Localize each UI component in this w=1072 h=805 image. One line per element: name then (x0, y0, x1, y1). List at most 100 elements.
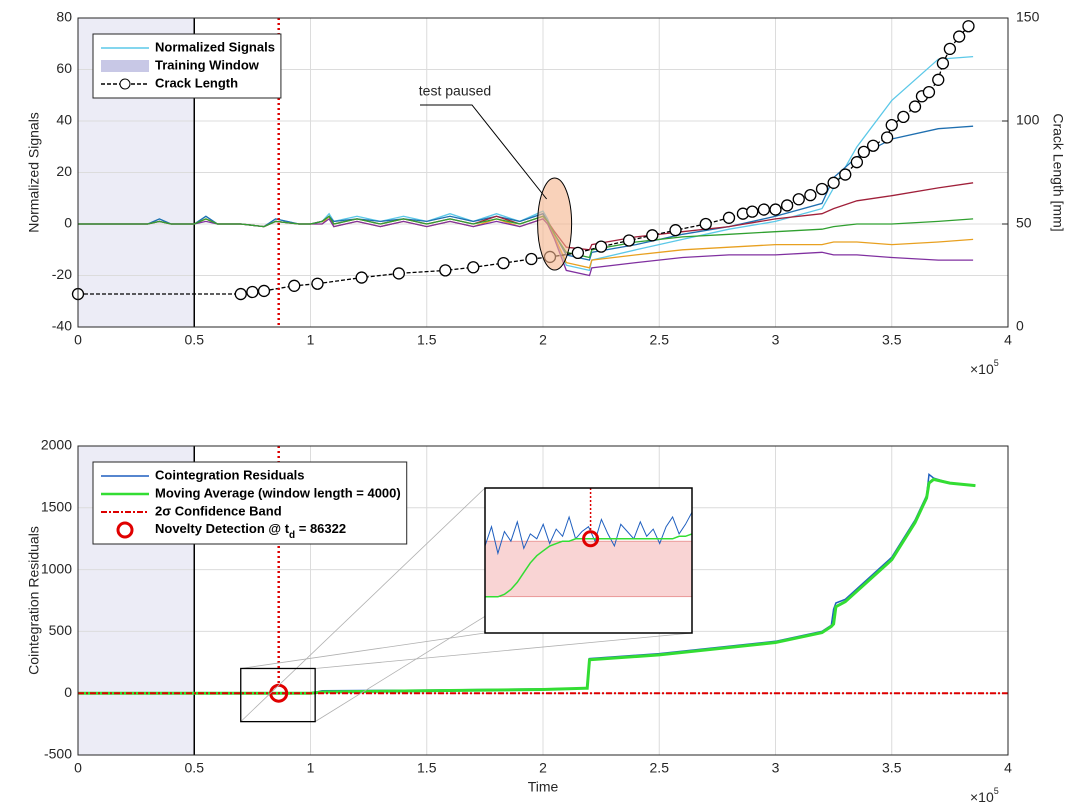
crack-marker (850, 156, 864, 169)
subplot: 0 0.5 1 1.5 2 2.5 3 3.5 4 -40 -20 0 20 40 60 80 0 50 100 15… (26, 9, 1067, 377)
legend-marker (119, 78, 131, 90)
crack-marker (311, 277, 324, 290)
crack-marker (880, 131, 894, 144)
series-line (78, 215, 974, 259)
y-tick-label: 0 (64, 215, 72, 231)
x-tick-label: 2.5 (650, 332, 670, 348)
crack-marker (804, 189, 817, 202)
y2-tick-label: 50 (1016, 215, 1032, 231)
crack-marker (497, 256, 510, 270)
y-tick-label: 80 (56, 9, 72, 25)
legend-swatch (101, 60, 149, 72)
x-tick-label: 3.5 (882, 332, 902, 348)
legend-label: Crack Length (155, 75, 238, 90)
x-tick-label: 0 (74, 760, 82, 776)
crack-marker (525, 252, 538, 266)
x-tick-label: 4 (1004, 332, 1012, 348)
crack-marker (815, 182, 829, 196)
x-tick-label: 0.5 (185, 760, 205, 776)
crack-marker (839, 168, 852, 181)
y-axis-label: Normalized Signals (26, 112, 42, 233)
y-tick-label: -40 (52, 318, 72, 334)
annotation-text: test paused (419, 83, 491, 99)
crack-marker (746, 205, 759, 218)
y2-axis-label: Crack Length [mm] (1050, 113, 1066, 231)
y-tick-label: 500 (49, 622, 73, 638)
crack-marker (234, 287, 247, 301)
x-multiplier-base: ×10 (970, 361, 994, 377)
legend-label-subscript: d (289, 530, 295, 541)
y-tick-label: 1000 (41, 560, 72, 576)
crack-marker (467, 261, 480, 274)
crack-marker (867, 139, 880, 152)
crack-marker (355, 271, 368, 284)
x-tick-label: 1 (307, 332, 315, 348)
y-tick-label: -500 (44, 746, 72, 762)
x-tick-label: 4 (1004, 760, 1012, 776)
crack-marker (439, 264, 452, 277)
crack-marker (885, 118, 898, 132)
y-tick-label: -20 (52, 266, 72, 282)
y-tick-label: 0 (64, 684, 72, 700)
crack-marker (908, 100, 922, 113)
x-axis-label: Time (528, 779, 559, 795)
x-tick-label: 0.5 (185, 332, 205, 348)
x-tick-label: 2 (539, 760, 547, 776)
x-tick-label: 3 (772, 332, 780, 348)
y-tick-label: 1500 (41, 499, 72, 515)
crack-marker (594, 240, 608, 253)
inset-band (484, 540, 693, 598)
legend-label-part: Novelty Detection @ t (155, 521, 290, 536)
y-tick-label: 60 (56, 60, 72, 76)
inset-detection-marker (582, 530, 600, 548)
inset-frame (484, 487, 693, 634)
y-tick-label: 40 (56, 112, 72, 128)
axes-box (77, 445, 1009, 756)
legend-label: Novelty Detection @ td = 86322 (155, 521, 346, 540)
x-tick-label: 3 (772, 760, 780, 776)
crack-marker (780, 199, 794, 212)
crack-marker (827, 176, 840, 189)
crack-marker (962, 20, 975, 33)
inset-area (485, 488, 692, 633)
crack-marker (622, 234, 636, 247)
x-tick-label: 2.5 (650, 760, 670, 776)
crack-marker (922, 86, 936, 99)
x-multiplier: ×105 (970, 786, 999, 804)
y2-tick-label: 0 (1016, 318, 1024, 334)
y-axis-label: Cointegration Residuals (26, 526, 42, 675)
y2-tick-label: 150 (1016, 9, 1040, 25)
crack-marker (257, 284, 271, 298)
x-multiplier-exponent: 5 (994, 786, 999, 796)
legend-label-part: = 86322 (295, 521, 346, 536)
x-multiplier-base: ×10 (970, 789, 994, 805)
crack-marker (288, 279, 301, 292)
crack-marker (757, 203, 771, 216)
annotation-ellipse (537, 177, 573, 271)
x-tick-label: 2 (539, 332, 547, 348)
crack-marker (953, 30, 966, 43)
crack-marker (769, 203, 782, 216)
x-tick-label: 1.5 (417, 332, 437, 348)
series-line (78, 477, 976, 695)
legend-label: Normalized Signals (155, 39, 275, 54)
inset-moving-average (485, 533, 693, 598)
subplot: 0 0.5 1 1.5 2 2.5 3 3.5 4-5000500100015002000Coi… (26, 437, 1012, 805)
crack-marker (246, 285, 259, 299)
zoom-connector (315, 632, 693, 669)
y2-tick-label: 100 (1016, 112, 1040, 128)
crack-marker (722, 211, 736, 224)
crack-marker (857, 145, 870, 159)
y-tick-label: 2000 (41, 437, 72, 453)
x-multiplier-exponent: 5 (994, 358, 999, 368)
legend-label: Cointegration Residuals (155, 467, 305, 482)
crack-marker (792, 193, 805, 206)
x-tick-label: 3.5 (882, 760, 902, 776)
crack-marker (571, 246, 585, 259)
legend-marker (116, 521, 134, 539)
legend-label: Moving Average (window length = 4000) (155, 485, 401, 500)
crack-marker (669, 224, 682, 237)
legend-label: 2σ Confidence Band (155, 503, 282, 518)
x-tick-label: 0 (74, 332, 82, 348)
